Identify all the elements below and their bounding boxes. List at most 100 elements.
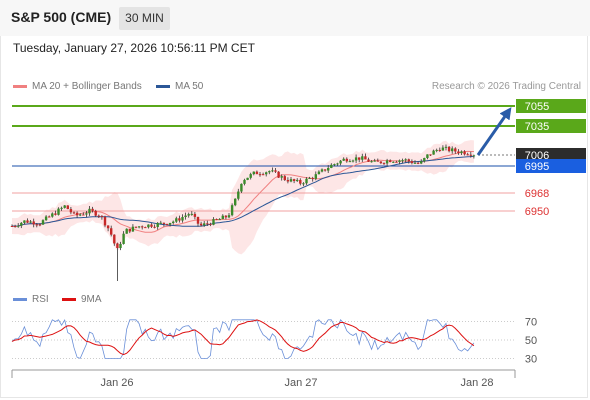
candle-body — [271, 170, 274, 172]
candle-body — [234, 198, 237, 206]
candle-body — [44, 216, 48, 221]
candle-body — [110, 228, 113, 235]
legend-rsi: RSI — [13, 294, 49, 305]
ma50-label: MA 50 — [175, 81, 204, 92]
candle-body — [79, 214, 82, 216]
candle-body — [175, 218, 178, 222]
candle-body — [215, 219, 218, 221]
candle-body — [305, 178, 308, 184]
candle-body — [463, 151, 466, 155]
timeframe-badge[interactable]: 30 MIN — [119, 7, 170, 30]
candle-body — [457, 151, 460, 154]
candle-body — [261, 174, 265, 176]
candle-body — [203, 223, 206, 226]
candle-body — [382, 163, 386, 165]
candle-body — [323, 169, 327, 171]
legend-ma20: MA 20 + Bollinger Bands — [13, 81, 142, 92]
candle-body — [150, 224, 153, 227]
candle-body — [289, 179, 293, 182]
candle-body — [187, 214, 190, 216]
9ma-swatch — [62, 297, 76, 301]
rsi-label: RSI — [32, 294, 49, 305]
candle-body — [29, 221, 32, 223]
candle-body — [122, 233, 125, 244]
candle-body — [100, 215, 104, 217]
candle-body — [240, 183, 243, 192]
candle-body — [184, 215, 187, 218]
candle-body — [404, 159, 407, 161]
candle-body — [10, 226, 14, 227]
candle-body — [460, 151, 463, 154]
candle-body — [199, 223, 203, 226]
candle-body — [361, 156, 364, 160]
candle-body — [466, 154, 469, 156]
candle-body — [113, 234, 116, 244]
level-tag-6995 — [516, 159, 586, 173]
candle-body — [364, 156, 367, 160]
candle-body — [147, 224, 150, 228]
candle-body — [385, 160, 389, 164]
candle-body — [314, 174, 317, 179]
candle-body — [389, 160, 392, 163]
candle-body — [280, 176, 283, 178]
rsi-panel: 70 50 30 — [11, 317, 537, 365]
x-tick-label: Jan 27 — [284, 377, 317, 389]
ma50-line — [11, 155, 474, 227]
candle-body — [320, 169, 324, 172]
candle-body — [212, 219, 215, 225]
candle-body — [72, 212, 76, 214]
candle-body — [88, 208, 91, 214]
candle-body — [379, 161, 383, 164]
candle-body — [277, 171, 280, 178]
candle-body — [286, 180, 290, 182]
candle-body — [91, 208, 94, 211]
candle-body — [255, 171, 259, 175]
candle-body — [156, 223, 159, 227]
candle-body — [35, 224, 38, 226]
ma20-swatch — [13, 84, 27, 88]
candle-body — [354, 157, 358, 161]
9ma-label: 9MA — [81, 294, 102, 305]
candle-body — [181, 217, 184, 221]
candle-body — [376, 160, 379, 162]
candle-body — [125, 228, 128, 234]
candle-body — [54, 213, 57, 215]
candle-body — [317, 171, 321, 175]
candle-body — [32, 221, 35, 225]
candle-body — [48, 216, 51, 218]
candle-body — [472, 155, 476, 157]
candle-body — [345, 158, 348, 162]
candle-body — [308, 177, 311, 179]
candle-body — [97, 215, 100, 217]
candle-body — [447, 146, 451, 152]
candle-body — [131, 226, 135, 232]
candle-body — [339, 160, 342, 164]
candle-body — [69, 209, 73, 213]
candle-body — [469, 154, 472, 156]
candle-body — [190, 213, 193, 215]
candle-body — [274, 170, 277, 172]
candlesticks — [10, 144, 476, 281]
x-tick-label: Jan 28 — [460, 377, 493, 389]
candle-body — [249, 174, 252, 178]
candle-body — [420, 161, 423, 164]
candle-body — [342, 158, 345, 161]
candle-body — [206, 223, 209, 225]
candle-body — [41, 220, 45, 225]
candle-body — [221, 215, 224, 220]
candle-body — [165, 223, 169, 225]
candle-body — [283, 176, 286, 181]
candle-body — [51, 213, 54, 217]
x-axis: Jan 26 Jan 27 Jan 28 — [11, 369, 516, 389]
candle-body — [168, 222, 172, 225]
candle-body — [426, 154, 429, 159]
candle-body — [137, 226, 141, 228]
candle-body — [209, 223, 212, 225]
candle-body — [444, 146, 448, 148]
candle-body — [330, 164, 333, 168]
candle-body — [358, 157, 361, 160]
level-label-6995: 6995 — [525, 161, 549, 173]
level-label-6950: 6950 — [525, 206, 549, 218]
candle-body — [26, 220, 29, 223]
